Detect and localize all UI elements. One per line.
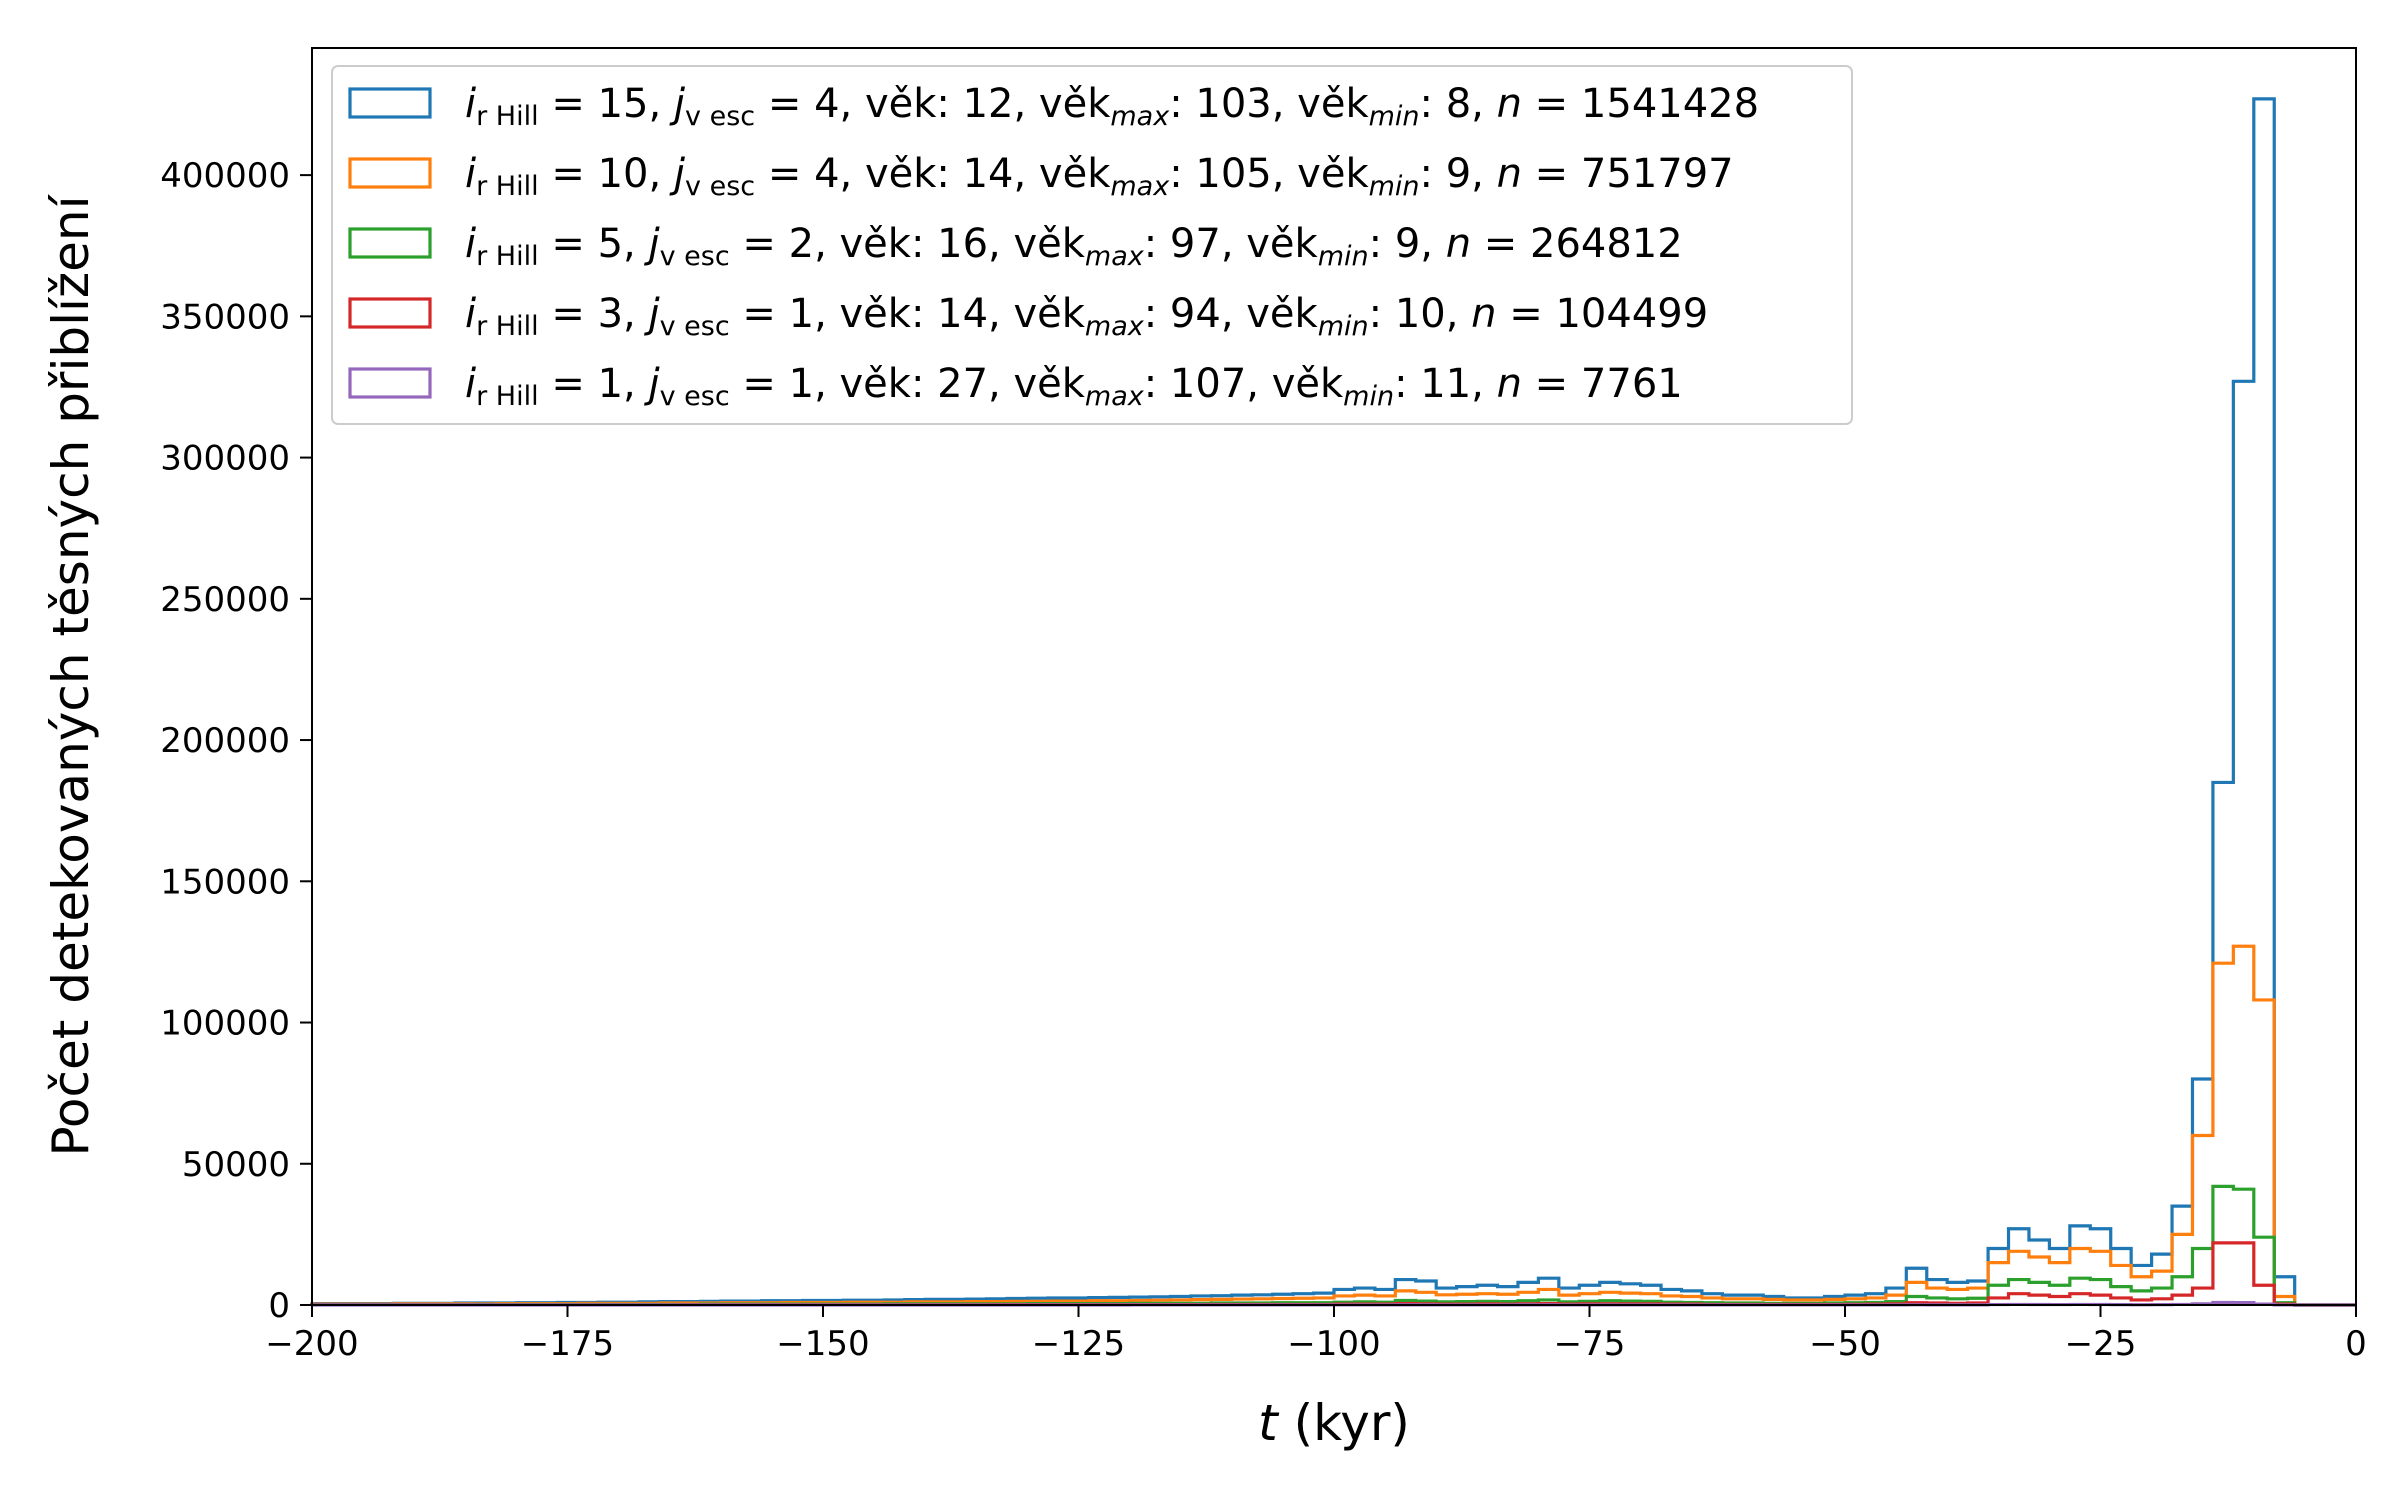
x-tick-label: −175 bbox=[521, 1324, 614, 1364]
x-tick-label: −150 bbox=[776, 1324, 869, 1364]
x-axis-label: t (kyr) bbox=[1258, 1394, 1410, 1452]
legend: ir Hill = 15, jv esc = 4, věk: 12, věkma… bbox=[331, 65, 1853, 425]
legend-swatch bbox=[348, 297, 432, 329]
x-tick-label: −50 bbox=[1809, 1324, 1881, 1364]
legend-swatch bbox=[348, 157, 432, 189]
y-tick-label: 0 bbox=[268, 1286, 290, 1326]
y-tick-label: 150000 bbox=[160, 862, 290, 902]
y-axis-label: Počet detekovaných těsných přiblížení bbox=[42, 193, 100, 1156]
y-tick-label: 100000 bbox=[160, 1004, 290, 1044]
legend-entry: ir Hill = 10, jv esc = 4, věk: 14, věkma… bbox=[465, 151, 1734, 202]
legend-swatch bbox=[348, 227, 432, 259]
legend-swatch bbox=[348, 87, 432, 119]
y-tick-label: 300000 bbox=[160, 439, 290, 479]
y-axis: 0 50000 100000 150000 200000 250000 300000 3500… bbox=[160, 156, 312, 1326]
x-tick-label: −100 bbox=[1287, 1324, 1380, 1364]
y-tick-label: 50000 bbox=[182, 1145, 290, 1185]
x-tick-label: 0 bbox=[2345, 1324, 2367, 1364]
legend-entry: ir Hill = 1, jv esc = 1, věk: 27, věkmax… bbox=[465, 361, 1683, 412]
legend-box bbox=[331, 65, 1853, 425]
legend-entry: ir Hill = 15, jv esc = 4, věk: 12, věkma… bbox=[465, 81, 1759, 132]
x-axis: −200 −175 −150 −125 −100 −75 −50 −25 0 bbox=[265, 1305, 2367, 1364]
x-tick-label: −25 bbox=[2065, 1324, 2137, 1364]
legend-entry: ir Hill = 3, jv esc = 1, věk: 14, věkmax… bbox=[465, 291, 1708, 342]
x-tick-label: −200 bbox=[265, 1324, 358, 1364]
y-tick-label: 350000 bbox=[160, 297, 290, 337]
y-tick-label: 250000 bbox=[160, 580, 290, 620]
x-tick-label: −75 bbox=[1554, 1324, 1626, 1364]
histogram-series-1 bbox=[310, 97, 2356, 1307]
legend-swatch bbox=[348, 367, 432, 399]
y-tick-label: 200000 bbox=[160, 721, 290, 761]
legend-entry: ir Hill = 5, jv esc = 2, věk: 16, věkmax… bbox=[465, 221, 1683, 272]
x-tick-label: −125 bbox=[1032, 1324, 1125, 1364]
y-tick-label: 400000 bbox=[160, 156, 290, 196]
